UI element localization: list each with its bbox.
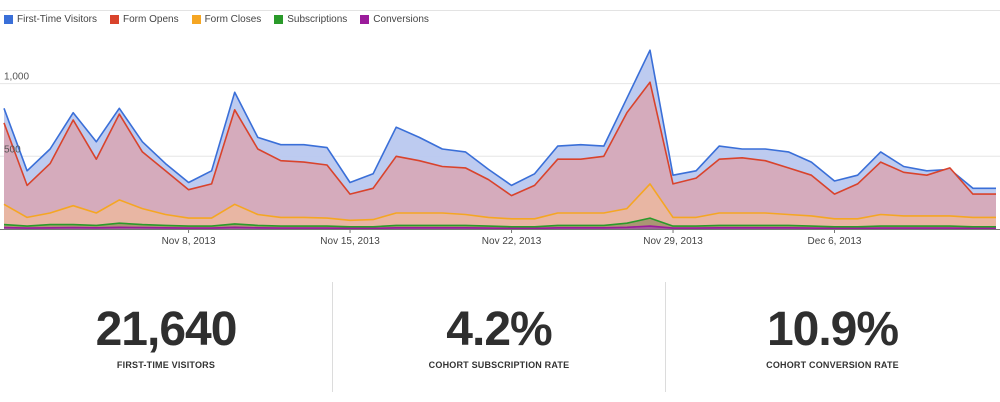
area-chart: 1,000 500 Nov 8, 2013 Nov 15, 2013 Nov 22, 2… <box>0 49 1000 247</box>
stat-label: COHORT CONVERSION RATE <box>766 360 899 370</box>
series-line <box>3 217 996 228</box>
x-tick-label: Nov 8, 2013 <box>162 236 216 247</box>
chart-legend: First-Time Visitors Form Opens Form Clos… <box>4 14 442 25</box>
series-line <box>3 225 996 230</box>
legend-label: First-Time Visitors <box>17 14 97 25</box>
y-tick-label: 1,000 <box>4 72 29 83</box>
legend-label: Form Closes <box>204 14 262 25</box>
x-tick-label: Nov 15, 2013 <box>320 236 380 247</box>
x-tick-label: Nov 29, 2013 <box>643 236 703 247</box>
stat-value: 4.2% <box>446 303 552 356</box>
legend-item-subscriptions[interactable]: Subscriptions <box>274 14 347 25</box>
series-line <box>3 81 996 197</box>
legend-label: Form Opens <box>123 14 179 25</box>
top-rule <box>0 10 1000 11</box>
legend-item-first-time-visitors[interactable]: First-Time Visitors <box>4 14 97 25</box>
stat-label: COHORT SUBSCRIPTION RATE <box>428 360 570 370</box>
stat-label: FIRST-TIME VISITORS <box>116 360 216 370</box>
series-area <box>4 82 996 229</box>
legend-item-form-opens[interactable]: Form Opens <box>110 14 179 25</box>
legend-swatch <box>191 15 201 24</box>
y-tick-label: 500 <box>4 144 21 155</box>
x-tick-label: Nov 22, 2013 <box>482 236 542 247</box>
legend-swatch <box>110 15 119 24</box>
stats-row: 21,640 FIRST-TIME VISITORS 4.2% COHORT S… <box>0 282 1000 392</box>
legend-swatch <box>274 15 284 24</box>
series-line <box>3 183 996 222</box>
stat-first-time-visitors: 21,640 FIRST-TIME VISITORS <box>0 282 333 392</box>
stat-value: 10.9% <box>766 303 899 356</box>
series-area <box>4 218 996 229</box>
stat-cohort-conversion-rate: 10.9% COHORT CONVERSION RATE <box>666 282 999 392</box>
legend-label: Subscriptions <box>287 14 348 25</box>
stat-value: 21,640 <box>95 303 238 356</box>
x-tick-label: Dec 6, 2013 <box>808 236 862 247</box>
legend-swatch <box>360 15 370 24</box>
series-area <box>4 183 996 229</box>
legend-item-form-closes[interactable]: Form Closes <box>191 14 262 25</box>
legend-swatch <box>4 15 13 24</box>
legend-label: Conversions <box>373 14 429 25</box>
series-line <box>3 49 996 190</box>
stat-cohort-subscription-rate: 4.2% COHORT SUBSCRIPTION RATE <box>333 282 666 392</box>
legend-item-conversions[interactable]: Conversions <box>360 14 429 25</box>
